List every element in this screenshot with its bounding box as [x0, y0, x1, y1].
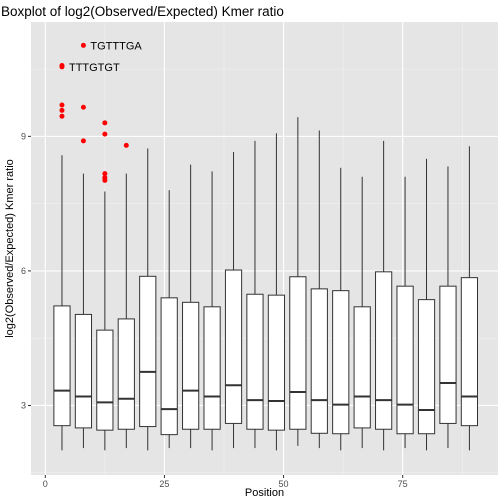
box — [117, 173, 135, 449]
box-iqr — [353, 306, 371, 429]
y-tick-label: 3 — [21, 400, 26, 410]
box-iqr — [375, 271, 393, 430]
box — [310, 130, 328, 449]
box — [74, 173, 93, 449]
outlier-point — [59, 107, 65, 113]
box-iqr — [267, 294, 286, 431]
box — [417, 158, 436, 451]
box-iqr — [417, 299, 436, 435]
annotation-label: TTTGTGT — [69, 62, 120, 74]
box-iqr — [439, 285, 457, 424]
box-iqr — [396, 285, 414, 435]
box-iqr — [246, 293, 264, 430]
box — [289, 117, 307, 446]
box-iqr — [96, 329, 114, 431]
x-axis-label: Position — [245, 487, 284, 499]
x-axis-ticks: 0 25 50 75 — [43, 475, 408, 489]
outlier-point — [80, 42, 86, 48]
chart-title: Boxplot of log2(Observed/Expected) Kmer … — [1, 4, 284, 19]
outlier-point — [102, 120, 108, 126]
y-tick-label: 6 — [21, 266, 26, 276]
box — [53, 155, 71, 451]
box — [353, 176, 371, 449]
outlier-point — [80, 104, 86, 110]
box — [96, 191, 114, 451]
y-tick-label: 9 — [21, 131, 26, 141]
outlier-point — [102, 171, 108, 177]
box-iqr — [289, 276, 307, 430]
outlier-point — [80, 138, 86, 144]
box — [332, 167, 350, 451]
box — [460, 146, 479, 451]
box — [139, 148, 157, 451]
y-axis-ticks: 3 6 9 — [21, 131, 31, 410]
y-axis-label: log2(Observed/Expected) Kmer ratio — [4, 159, 16, 338]
box-iqr — [53, 305, 71, 427]
x-tick-label: 75 — [398, 479, 408, 489]
x-tick-label: 25 — [159, 479, 169, 489]
outlier-point — [59, 113, 65, 119]
box-iqr — [117, 318, 135, 430]
outlier-point — [123, 142, 129, 148]
box — [267, 133, 286, 451]
outlier-point — [59, 102, 65, 108]
box — [396, 176, 414, 449]
x-tick-label: 0 — [43, 479, 48, 489]
box-iqr — [460, 277, 479, 427]
annotation-label: TGTTTGA — [90, 40, 142, 52]
outlier-point — [102, 131, 108, 137]
box-iqr — [310, 288, 328, 434]
box-iqr — [182, 301, 200, 430]
outlier-point — [102, 177, 108, 183]
box — [375, 140, 393, 451]
box — [246, 140, 264, 449]
x-tick-label: 50 — [279, 479, 289, 489]
box-iqr — [139, 275, 157, 428]
box — [182, 164, 200, 449]
box-iqr — [160, 297, 178, 436]
box-iqr — [203, 306, 221, 430]
box-iqr — [74, 313, 93, 429]
annotations-layer: TGTTTGA TTTGTGT — [69, 40, 142, 74]
box — [439, 166, 457, 449]
box-iqr — [224, 269, 243, 424]
box — [224, 152, 243, 449]
boxes-layer — [53, 117, 479, 451]
box — [203, 171, 221, 451]
box-iqr — [332, 290, 350, 435]
outlier-point — [59, 64, 65, 70]
outliers-layer — [59, 42, 129, 183]
box — [160, 190, 178, 449]
